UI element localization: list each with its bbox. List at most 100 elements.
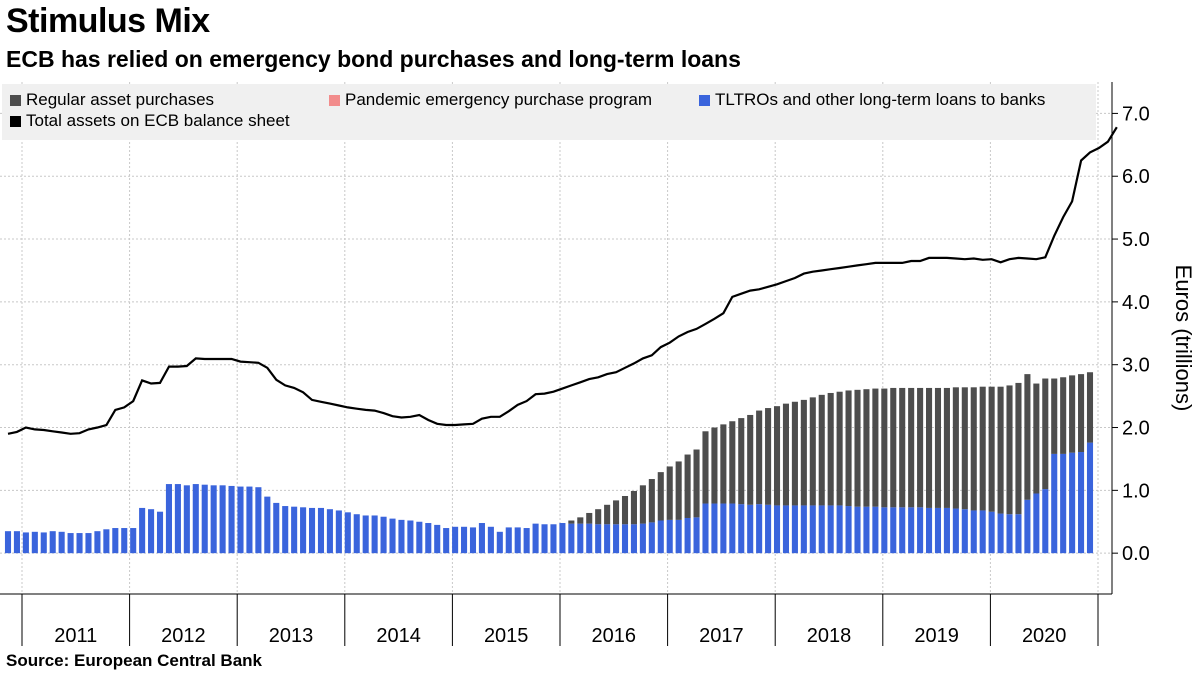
x-tick-label: 2015 (484, 625, 529, 647)
bar-regular (720, 424, 727, 504)
bar-tltro (863, 506, 870, 554)
bar-tltro (246, 486, 253, 554)
bar-tltro (675, 519, 682, 554)
bar-tltro (756, 504, 763, 554)
bar-tltro (183, 485, 190, 554)
bar-tltro (148, 509, 155, 554)
bar-tltro (58, 531, 65, 554)
bar-tltro (1051, 453, 1058, 554)
bar-tltro (344, 512, 351, 554)
bar-regular (961, 387, 968, 510)
bar-regular (639, 485, 646, 524)
legend-swatch-tltro (699, 95, 710, 106)
bar-regular (675, 461, 682, 520)
bar-regular (568, 520, 575, 524)
bar-tltro (559, 523, 566, 554)
bar-tltro (791, 505, 798, 554)
bar-regular (648, 479, 655, 523)
legend-label-total: Total assets on ECB balance sheet (26, 111, 290, 130)
chart-subtitle: ECB has relied on emergency bond purchas… (6, 46, 741, 72)
bar-tltro (809, 505, 816, 554)
bar-regular (881, 388, 888, 508)
x-axis: 2011 2012 2013 2014 2015 2016 2017 2018 2019 2020 (0, 593, 1112, 647)
bar-regular (756, 410, 763, 505)
bar-tltro (782, 505, 790, 554)
bar-tltro (398, 519, 405, 554)
bar-tltro (210, 485, 217, 554)
bar-regular (604, 504, 611, 525)
bar-regular (970, 387, 977, 511)
y-tick-label: 0.0 (1122, 543, 1150, 565)
bar-tltro (282, 506, 289, 554)
bar-regular (917, 387, 924, 508)
legend-swatch-total (10, 116, 21, 127)
bar-tltro (1033, 493, 1040, 554)
bar-tltro (291, 506, 298, 554)
bar-tltro (478, 523, 485, 554)
bar-regular (791, 401, 798, 506)
bar-tltro (854, 506, 861, 554)
bar-regular (1006, 385, 1013, 515)
y-tick-label: 1.0 (1122, 480, 1150, 502)
bar-tltro (121, 528, 128, 554)
bar-regular (809, 397, 816, 506)
bar-regular (782, 403, 790, 506)
y-axis-title: Euros (trillions) (1171, 265, 1196, 412)
bar-tltro (326, 509, 333, 554)
bar-tltro (514, 527, 521, 554)
bar-tltro (452, 526, 459, 554)
bar-tltro (487, 526, 494, 554)
bar-tltro (818, 505, 825, 554)
bar-tltro (130, 528, 137, 554)
y-tick-label: 4.0 (1122, 292, 1150, 314)
y-tick-label: 2.0 (1122, 418, 1150, 440)
x-tick-label: 2012 (161, 625, 206, 647)
bar-tltro (112, 528, 119, 554)
x-tick-label: 2016 (592, 625, 637, 647)
bar-tltro (201, 484, 208, 554)
bar-tltro (845, 506, 852, 554)
bar-tltro (40, 532, 47, 554)
bar-regular (1060, 377, 1067, 454)
x-tick-label: 2017 (699, 625, 744, 647)
bar-regular (800, 399, 807, 506)
bar-tltro (156, 511, 164, 554)
bar-tltro (890, 507, 897, 554)
bar-tltro (836, 505, 843, 554)
bar-tltro (952, 508, 959, 554)
bar-tltro (425, 523, 432, 554)
source-note: Source: European Central Bank (6, 651, 263, 670)
bar-tltro (353, 514, 360, 554)
bar-regular (773, 406, 781, 506)
bar-tltro (174, 484, 181, 554)
bar-regular (979, 386, 986, 511)
bar-tltro (443, 528, 450, 554)
bar-tltro (988, 511, 995, 554)
bar-tltro (165, 484, 172, 554)
bar-tltro (13, 531, 20, 554)
y-tick-label: 3.0 (1122, 355, 1150, 377)
legend-label-tltro: TLTROs and other long-term loans to bank… (715, 90, 1045, 109)
bar-tltro (943, 507, 950, 554)
bar-regular (952, 387, 959, 509)
bar-regular (738, 418, 745, 505)
bar-regular (890, 387, 897, 508)
bar-regular (988, 386, 995, 512)
bar-tltro (317, 507, 325, 554)
x-tick-label: 2014 (376, 625, 421, 647)
bar-regular (872, 388, 879, 507)
bar-tltro (827, 505, 834, 554)
bar-tltro (103, 529, 110, 554)
bar-tltro (4, 531, 12, 554)
bar-tltro (568, 523, 575, 554)
bar-tltro (800, 505, 807, 554)
bar-tltro (765, 504, 772, 554)
bar-tltro (899, 507, 906, 554)
y-tick-label: 6.0 (1122, 166, 1150, 188)
bar-tltro (273, 502, 280, 554)
bar-regular (657, 472, 664, 521)
bar-tltro (85, 533, 92, 554)
bar-regular (827, 392, 834, 506)
bar-tltro (711, 503, 718, 554)
